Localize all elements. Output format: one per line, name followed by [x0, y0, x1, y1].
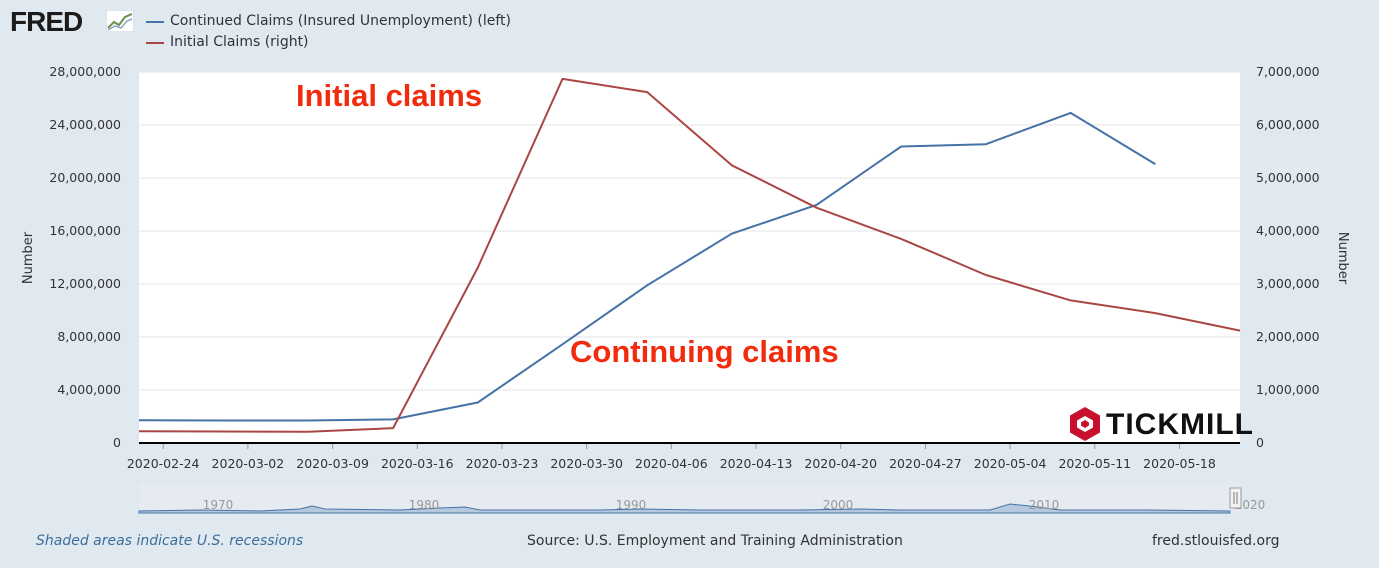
x-tick-label: 2020-04-27 — [889, 456, 962, 471]
legend-swatch-initial-claims — [146, 42, 164, 44]
y-tick-label-left: 4,000,000 — [57, 382, 121, 397]
y-tick-label-left: 28,000,000 — [49, 64, 121, 79]
legend-item-initial-claims[interactable]: Initial Claims (right) — [170, 34, 309, 50]
source-note: Source: U.S. Employment and Training Adm… — [527, 533, 903, 549]
fred-logo[interactable]: FRED — [10, 6, 83, 37]
y-tick-label-right: 6,000,000 — [1256, 117, 1320, 132]
y-tick-label-left: 0 — [113, 435, 121, 450]
x-tick-label: 2020-04-06 — [635, 456, 708, 471]
range-navigator[interactable]: 1970 1980 1990 2000 2010 2020 — [138, 483, 1266, 514]
site-link[interactable]: fred.stlouisfed.org — [1152, 533, 1280, 549]
y-tick-label-right: 4,000,000 — [1256, 223, 1320, 238]
tickmill-logo-icon — [1070, 407, 1100, 441]
navigator-tick-label: 2000 — [823, 498, 854, 512]
x-tick-label: 2020-05-18 — [1143, 456, 1216, 471]
navigator-tick-label: 2010 — [1029, 498, 1060, 512]
y-tick-label-right: 7,000,000 — [1256, 64, 1320, 79]
y-tick-label-left: 20,000,000 — [49, 170, 121, 185]
annotation-continuing-claims: Continuing claims — [570, 334, 839, 369]
series-line-continued-claims[interactable] — [138, 111, 1156, 422]
x-tick-label: 2020-02-24 — [127, 456, 200, 471]
y-tick-label-right: 3,000,000 — [1256, 276, 1320, 291]
recession-note: Shaded areas indicate U.S. recessions — [36, 533, 304, 549]
x-tick-label: 2020-05-11 — [1058, 456, 1131, 471]
navigator-series — [138, 503, 1231, 514]
x-tick-label: 2020-03-23 — [466, 456, 539, 471]
y-tick-label-left: 16,000,000 — [49, 223, 121, 238]
navigator-tick-label: 1970 — [203, 498, 234, 512]
series-line-initial-claims[interactable] — [138, 77, 1241, 433]
y-tick-label-right: 1,000,000 — [1256, 382, 1320, 397]
legend-swatch-continued-claims — [146, 21, 164, 23]
navigator-tick-label: 1980 — [409, 498, 440, 512]
y-tick-label-right: 0 — [1256, 435, 1264, 450]
x-tick-label: 2020-03-16 — [381, 456, 454, 471]
y-tick-label-left: 12,000,000 — [49, 276, 121, 291]
annotation-initial-claims: Initial claims — [296, 78, 483, 113]
legend-item-continued-claims[interactable]: Continued Claims (Insured Unemployment) … — [170, 13, 511, 29]
navigator-tick-label: 1990 — [616, 498, 647, 512]
x-tick-label: 2020-04-13 — [720, 456, 793, 471]
x-tick-label: 2020-04-20 — [804, 456, 877, 471]
fred-chart-logo-icon — [106, 10, 134, 32]
tickmill-watermark: TICKMILL — [1106, 408, 1254, 441]
y-tick-label-right: 5,000,000 — [1256, 170, 1320, 185]
x-tick-label: 2020-05-04 — [974, 456, 1047, 471]
plot-area — [139, 72, 1240, 443]
chart: 0 4,000,000 8,000,000 12,000,000 16,000,000 2… — [21, 64, 1350, 514]
y-axis-label-right: Number — [1335, 232, 1350, 285]
x-tick-label: 2020-03-02 — [212, 456, 285, 471]
x-tick-label: 2020-03-30 — [550, 456, 623, 471]
navigator-tick-label: 2020 — [1235, 498, 1266, 512]
navigator-handle[interactable] — [1229, 487, 1242, 509]
y-tick-label-right: 2,000,000 — [1256, 329, 1320, 344]
x-tick-label: 2020-03-09 — [296, 456, 369, 471]
y-tick-label-left: 24,000,000 — [49, 117, 121, 132]
y-axis-label-left: Number — [21, 231, 36, 284]
y-tick-label-left: 8,000,000 — [57, 329, 121, 344]
